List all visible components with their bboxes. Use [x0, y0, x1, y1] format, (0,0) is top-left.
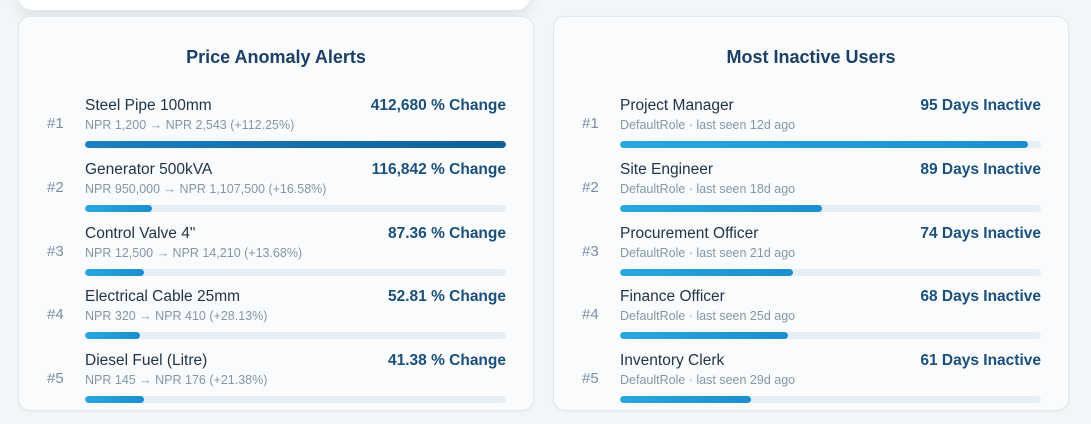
- card-title: Price Anomaly Alerts: [186, 47, 366, 67]
- price-detail: NPR 12,500 → NPR 14,210 (+13.68%): [85, 246, 303, 260]
- price-detail: NPR 950,000 → NPR 1,107,500 (+16.58%): [85, 182, 327, 196]
- rank-label: #1: [582, 115, 599, 132]
- price-anomaly-alerts-card: Price Anomaly Alerts #1 Steel Pipe 100mm…: [18, 16, 534, 411]
- progress-track: [85, 396, 506, 403]
- rank-label: #3: [47, 243, 64, 260]
- item-name: Steel Pipe 100mm: [85, 97, 212, 114]
- rank-label: #2: [582, 179, 599, 196]
- progress-track: [620, 141, 1041, 148]
- change-metric: 41.38 % Change: [387, 352, 506, 369]
- list-item[interactable]: #1 Steel Pipe 100mm 412,680 % Change NPR…: [19, 97, 533, 169]
- last-seen-detail: DefaultRole · last seen 25d ago: [620, 309, 796, 323]
- progress-track: [85, 332, 506, 339]
- progress-fill: [85, 141, 506, 148]
- progress-track: [620, 332, 1041, 339]
- progress-track: [620, 205, 1041, 212]
- progress-track: [85, 141, 506, 148]
- progress-fill: [85, 332, 140, 339]
- previous-card-edge: [18, 0, 530, 10]
- change-metric: 412,680 % Change: [370, 97, 506, 114]
- price-detail: NPR 145 → NPR 176 (+21.38%): [85, 373, 268, 387]
- change-metric: 52.81 % Change: [387, 288, 506, 305]
- progress-track: [85, 205, 506, 212]
- rank-label: #2: [47, 179, 64, 196]
- progress-track: [85, 269, 506, 276]
- list-item[interactable]: #3 Procurement Officer 74 Days Inactive …: [554, 225, 1068, 297]
- progress-fill: [85, 269, 144, 276]
- card-title: Most Inactive Users: [726, 47, 896, 67]
- list-item[interactable]: #4 Electrical Cable 25mm 52.81 % Change …: [19, 288, 533, 360]
- rank-label: #5: [582, 370, 599, 387]
- progress-track: [620, 396, 1041, 403]
- list-item[interactable]: #1 Project Manager 95 Days Inactive Defa…: [554, 97, 1068, 169]
- price-detail: NPR 1,200 → NPR 2,543 (+112.25%): [85, 118, 295, 132]
- most-inactive-users-card: Most Inactive Users #1 Project Manager 9…: [553, 16, 1069, 411]
- rank-label: #3: [582, 243, 599, 260]
- list-item[interactable]: #4 Finance Officer 68 Days Inactive Defa…: [554, 288, 1068, 360]
- rank-label: #5: [47, 370, 64, 387]
- inactive-days-metric: 68 Days Inactive: [920, 288, 1041, 305]
- progress-fill: [620, 332, 789, 339]
- progress-fill: [85, 396, 144, 403]
- rank-label: #4: [47, 306, 64, 323]
- user-role-name: Site Engineer: [620, 161, 714, 178]
- item-name: Generator 500kVA: [85, 161, 213, 178]
- list-item[interactable]: #2 Site Engineer 89 Days Inactive Defaul…: [554, 161, 1068, 233]
- user-role-name: Finance Officer: [620, 288, 725, 305]
- item-name: Diesel Fuel (Litre): [85, 352, 208, 369]
- user-role-name: Inventory Clerk: [620, 352, 725, 369]
- inactive-days-metric: 61 Days Inactive: [920, 352, 1041, 369]
- last-seen-detail: DefaultRole · last seen 21d ago: [620, 246, 796, 260]
- list-item[interactable]: #2 Generator 500kVA 116,842 % Change NPR…: [19, 161, 533, 233]
- rank-label: #1: [47, 115, 64, 132]
- progress-fill: [620, 205, 823, 212]
- last-seen-detail: DefaultRole · last seen 29d ago: [620, 373, 796, 387]
- inactive-days-metric: 95 Days Inactive: [920, 97, 1041, 114]
- progress-fill: [620, 396, 751, 403]
- progress-track: [620, 269, 1041, 276]
- list-item[interactable]: #5 Diesel Fuel (Litre) 41.38 % Change NP…: [19, 352, 533, 424]
- progress-fill: [620, 269, 793, 276]
- user-role-name: Procurement Officer: [620, 225, 759, 242]
- change-metric: 87.36 % Change: [387, 225, 506, 242]
- last-seen-detail: DefaultRole · last seen 18d ago: [620, 182, 796, 196]
- item-name: Electrical Cable 25mm: [85, 288, 241, 305]
- inactive-days-metric: 74 Days Inactive: [920, 225, 1041, 242]
- change-metric: 116,842 % Change: [371, 161, 506, 178]
- progress-fill: [85, 205, 153, 212]
- rank-label: #4: [582, 306, 599, 323]
- user-role-name: Project Manager: [620, 97, 734, 114]
- progress-fill: [620, 141, 1029, 148]
- last-seen-detail: DefaultRole · last seen 12d ago: [620, 118, 796, 132]
- inactive-days-metric: 89 Days Inactive: [920, 161, 1041, 178]
- list-item[interactable]: #3 Control Valve 4" 87.36 % Change NPR 1…: [19, 225, 533, 297]
- item-name: Control Valve 4": [85, 225, 196, 242]
- list-item[interactable]: #5 Inventory Clerk 61 Days Inactive Defa…: [554, 352, 1068, 424]
- price-detail: NPR 320 → NPR 410 (+28.13%): [85, 309, 268, 323]
